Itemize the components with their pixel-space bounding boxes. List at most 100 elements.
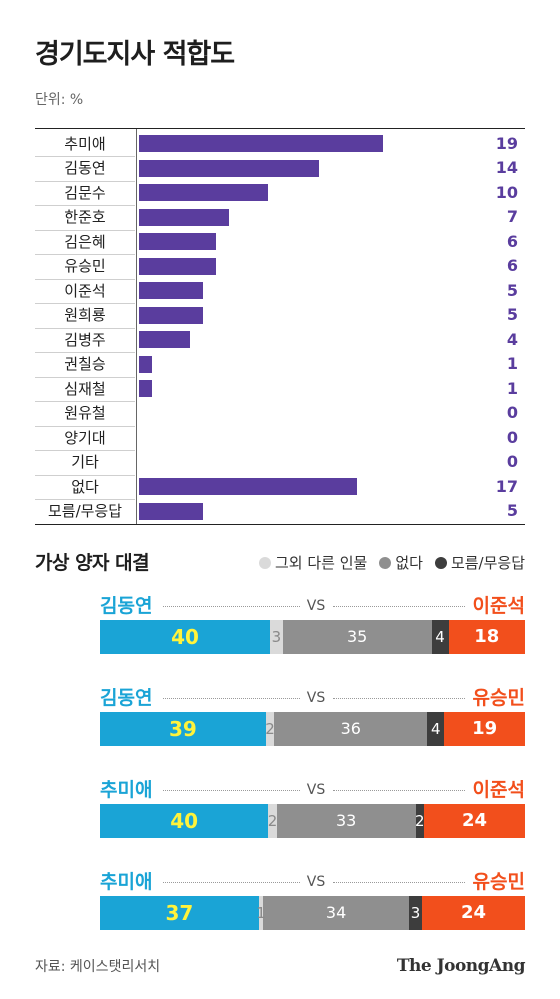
row-divider <box>35 180 135 182</box>
dotted-connector <box>163 882 300 883</box>
segment-value-label: 35 <box>346 627 368 646</box>
row-divider <box>35 303 135 304</box>
value-label: 0 <box>506 427 518 447</box>
row-divider <box>35 254 135 255</box>
row-divider <box>35 450 135 451</box>
value-label: 14 <box>495 158 518 178</box>
dont-know-segment: 2 <box>415 804 425 838</box>
value-label: 6 <box>506 256 518 276</box>
source-note: 자료: 케이스탯리서치 <box>35 959 161 975</box>
bar <box>139 159 319 177</box>
bar <box>139 184 268 202</box>
row-divider <box>35 352 135 353</box>
left-candidate-segment: 39 <box>100 712 266 746</box>
other-person-segment: 3 <box>270 620 283 654</box>
none-segment: 34 <box>263 896 410 930</box>
segment-value-label: 18 <box>474 626 500 647</box>
none-segment: 36 <box>274 712 428 746</box>
bar <box>139 233 217 251</box>
dotted-connector <box>163 698 300 699</box>
segment-value-label: 3 <box>271 628 282 646</box>
category-label: 심재철 <box>64 379 106 398</box>
category-label: 양기대 <box>64 428 106 447</box>
other-person-segment: 2 <box>265 712 275 746</box>
category-label: 원유철 <box>64 404 106 423</box>
bar <box>139 355 152 373</box>
value-label: 1 <box>506 378 518 398</box>
unit-label: 단위: % <box>35 92 84 108</box>
right-candidate-name: 이준석 <box>472 779 525 801</box>
category-label: 유승민 <box>64 257 106 276</box>
bar <box>139 135 384 153</box>
right-candidate-name: 유승민 <box>472 871 525 893</box>
segment-value-label: 39 <box>168 717 197 741</box>
right-candidate-segment: 24 <box>424 804 525 838</box>
left-candidate-name: 김동연 <box>100 595 153 617</box>
row-divider <box>35 205 135 206</box>
bar <box>139 208 229 226</box>
segment-value-label: 36 <box>340 719 361 738</box>
legend-swatch <box>434 557 447 569</box>
legend-swatch <box>258 557 271 569</box>
legend-item: 모름/무응답 <box>434 553 525 573</box>
bar <box>139 502 204 520</box>
value-label: 5 <box>506 280 518 300</box>
value-label: 6 <box>506 231 518 251</box>
vs-label: VS <box>306 598 326 614</box>
dotted-connector <box>333 698 465 699</box>
vs-label: VS <box>306 690 326 706</box>
left-candidate-segment: 40 <box>100 620 270 654</box>
dont-know-segment: 4 <box>427 712 445 746</box>
none-segment: 33 <box>276 804 416 838</box>
right-candidate-name: 유승민 <box>472 687 525 709</box>
right-candidate-name: 이준석 <box>472 595 525 617</box>
vs-label: VS <box>306 782 326 798</box>
category-label: 김문수 <box>64 183 106 202</box>
segment-value-label: 34 <box>325 903 347 922</box>
category-label: 김동연 <box>64 159 106 178</box>
legend-label: 그외 다른 인물 <box>274 554 368 572</box>
none-segment: 35 <box>282 620 432 654</box>
vs-label: VS <box>306 874 326 890</box>
matchup-section-title: 가상 양자 대결 <box>35 552 150 574</box>
category-label: 추미애 <box>64 134 106 153</box>
other-person-segment: 2 <box>267 804 278 838</box>
legend-label: 모름/무응답 <box>450 554 525 572</box>
left-candidate-name: 추미애 <box>100 779 153 801</box>
value-label: 1 <box>506 354 518 374</box>
segment-value-label: 19 <box>472 718 498 739</box>
value-label: 0 <box>506 452 518 472</box>
chart-title: 경기도지사 적합도 <box>35 39 235 70</box>
chart-bottom-rule <box>35 524 525 525</box>
segment-value-label: 40 <box>170 809 199 833</box>
segment-value-label: 2 <box>267 812 278 830</box>
left-candidate-name: 김동연 <box>100 687 153 709</box>
category-label: 모름/무응답 <box>47 502 123 521</box>
segment-value-label: 2 <box>265 720 275 738</box>
row-divider <box>35 229 135 231</box>
row-divider <box>35 278 135 280</box>
value-label: 5 <box>506 501 518 521</box>
segment-value-label: 1 <box>256 904 266 922</box>
dotted-connector <box>163 790 300 791</box>
legend-label: 없다 <box>395 554 423 572</box>
segment-value-label: 4 <box>435 628 445 646</box>
category-label: 김병주 <box>64 330 106 349</box>
category-label: 이준석 <box>64 281 106 300</box>
legend-item: 없다 <box>379 553 423 573</box>
other-person-segment: 1 <box>256 896 266 930</box>
bar <box>139 306 204 324</box>
bar <box>139 380 152 398</box>
category-label: 없다 <box>71 477 99 496</box>
value-label: 7 <box>506 207 518 227</box>
legend: 그외 다른 인물 없다 모름/무응답 <box>258 553 525 573</box>
publisher-logo: The JoongAng <box>396 956 526 976</box>
legend-item: 그외 다른 인물 <box>258 553 368 573</box>
row-divider <box>35 499 135 500</box>
row-divider <box>35 401 135 402</box>
row-divider <box>35 156 135 157</box>
category-label: 김은혜 <box>64 232 106 251</box>
dotted-connector <box>333 606 465 607</box>
value-label: 10 <box>495 182 518 202</box>
